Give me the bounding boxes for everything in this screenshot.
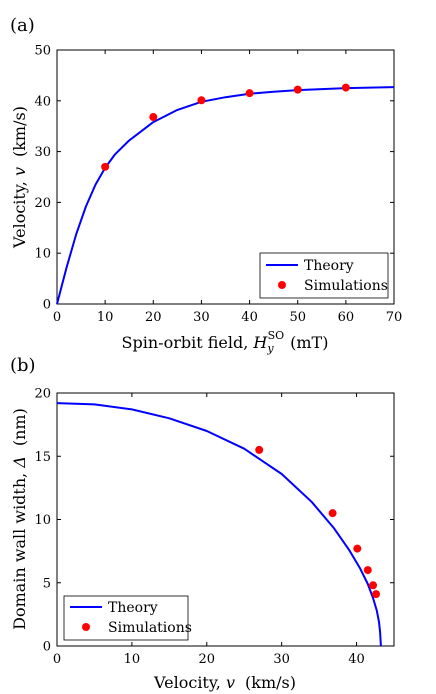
panel-label-a: (a) bbox=[10, 15, 35, 36]
x-tick-label-a: 40 bbox=[241, 310, 258, 325]
y-tick-label-b: 10 bbox=[34, 513, 51, 528]
x-tick-label-b: 0 bbox=[53, 652, 61, 667]
y-tick-label-b: 20 bbox=[34, 387, 51, 402]
y-axis-label-a: Velocity, v(km/s) bbox=[10, 106, 29, 249]
x-tick-label-a: 30 bbox=[193, 310, 210, 325]
x-tick-label-b: 20 bbox=[199, 652, 216, 667]
x-tick-label-b: 30 bbox=[273, 652, 290, 667]
ticks-b: 0 10 20 30 40 0 5 10 15 20 bbox=[34, 387, 394, 667]
x-tick-label-a: 10 bbox=[97, 310, 114, 325]
simulation-point-b bbox=[369, 581, 378, 590]
simulation-point-a bbox=[293, 85, 302, 94]
y-tick-label-b: 15 bbox=[34, 450, 51, 465]
legend-theory-label-b: Theory bbox=[108, 600, 158, 616]
x-tick-label-a: 70 bbox=[386, 310, 403, 325]
x-tick-label-a: 50 bbox=[289, 310, 306, 325]
y-axis-label-b: Domain wall width, Δ(nm) bbox=[10, 408, 29, 630]
y-tick-label-b: 0 bbox=[43, 640, 51, 655]
y-tick-label-a: 10 bbox=[34, 247, 51, 262]
y-tick-label-b: 5 bbox=[43, 576, 51, 591]
legend-a: Theory Simulations bbox=[259, 252, 389, 299]
ticks-a: 0 10 20 30 40 50 60 70 0 10 20 30 40 50 bbox=[34, 44, 402, 326]
simulation-point-b bbox=[363, 566, 372, 575]
y-tick-label-a: 50 bbox=[34, 44, 51, 59]
plot-area-b bbox=[56, 402, 382, 647]
simulation-point-a bbox=[101, 162, 110, 171]
legend-simulations-marker-b bbox=[82, 623, 90, 631]
simulation-point-b bbox=[353, 544, 362, 553]
x-tick-label-b: 40 bbox=[348, 652, 365, 667]
simulation-point-a bbox=[197, 96, 206, 105]
legend-box-b bbox=[63, 595, 189, 641]
legend-simulations-label-b: Simulations bbox=[108, 620, 192, 636]
theory-curve-a bbox=[56, 86, 395, 305]
simulation-point-b bbox=[328, 509, 337, 518]
y-tick-label-a: 0 bbox=[43, 298, 51, 313]
y-tick-label-a: 30 bbox=[34, 145, 51, 160]
x-tick-label-a: 60 bbox=[338, 310, 355, 325]
y-tick-label-a: 40 bbox=[34, 94, 51, 109]
panel-a: (a) 0 10 20 30 40 50 60 70 0 10 20 30 40 50 Spin-orbi… bbox=[10, 15, 402, 355]
legend-simulations-label-a: Simulations bbox=[304, 278, 388, 294]
x-tick-label-a: 20 bbox=[145, 310, 162, 325]
x-tick-label-a: 0 bbox=[53, 310, 61, 325]
legend-simulations-marker-a bbox=[278, 281, 286, 289]
plot-area-a bbox=[56, 83, 395, 305]
panel-label-b: (b) bbox=[10, 355, 36, 376]
x-axis-label-b: Velocity, v (km/s) bbox=[153, 673, 296, 692]
simulation-point-a bbox=[149, 113, 158, 122]
legend-theory-label-a: Theory bbox=[304, 258, 354, 274]
x-tick-label-b: 10 bbox=[124, 652, 141, 667]
legend-box-a bbox=[259, 252, 389, 299]
simulation-point-a bbox=[341, 83, 350, 92]
simulation-point-b bbox=[255, 445, 264, 454]
legend-b: Theory Simulations bbox=[63, 595, 192, 641]
theory-curve-b bbox=[56, 402, 382, 647]
x-axis-label-a: Spin-orbit field, HySO (mT) bbox=[122, 329, 329, 355]
simulation-point-b bbox=[372, 590, 381, 599]
simulation-point-a bbox=[245, 89, 254, 98]
y-tick-label-a: 20 bbox=[34, 196, 51, 211]
axes-box-a bbox=[56, 49, 395, 305]
